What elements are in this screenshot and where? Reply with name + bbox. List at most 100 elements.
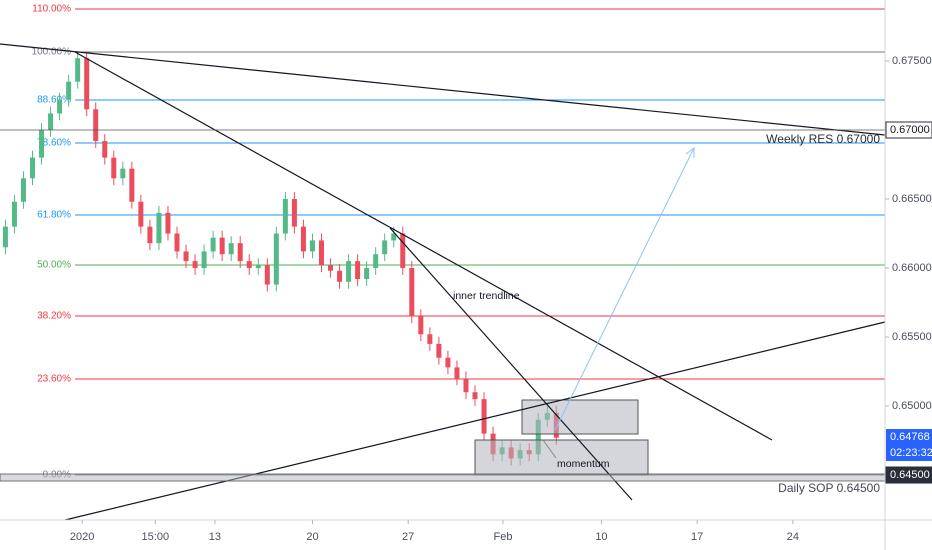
y-tick-label: 0.65000 (892, 400, 932, 412)
annotation: momentum (557, 458, 610, 470)
candle-body (535, 419, 541, 455)
candle-body (309, 240, 315, 252)
x-tick-label: 20 (306, 531, 318, 543)
projection-arrow (554, 147, 695, 431)
candle-body (472, 392, 478, 400)
candle-body (255, 265, 261, 269)
candle-body (418, 316, 424, 335)
axes: 0.67500 0.66500 0.66000 0.65500 0.65000 2020 1… (70, 55, 932, 543)
candle-body (282, 199, 288, 234)
candle-body (102, 141, 108, 158)
trendline (74, 51, 773, 441)
candle-body (2, 226, 8, 248)
level-badge-label: 0.67000 (890, 124, 930, 136)
candle-body (373, 254, 379, 269)
candle-body (228, 243, 234, 255)
y-tick-label: 0.66500 (892, 193, 932, 205)
level-badge (885, 121, 932, 139)
candle-body (30, 157, 36, 179)
annotation: Daily SOP 0.64500 (778, 481, 880, 495)
y-tick-label: 0.65500 (892, 331, 932, 343)
candle-body (156, 212, 162, 244)
candle-body (328, 265, 334, 271)
candle-body (318, 240, 324, 266)
callout-line (542, 439, 557, 459)
countdown-label: 02:23:32 (890, 447, 932, 459)
candle-body (436, 343, 442, 358)
drawings (0, 43, 886, 521)
x-tick-label: 15:00 (142, 531, 170, 543)
candle-body (219, 237, 225, 255)
candle-body (445, 357, 451, 368)
level-badge (885, 466, 932, 484)
fib-label: 23.60% (37, 374, 71, 385)
candle-body (192, 261, 198, 269)
candle-body (129, 168, 135, 202)
level-band (0, 473, 886, 482)
candle-body (11, 201, 17, 227)
x-tick-label: 2020 (70, 531, 94, 543)
candle-body (201, 251, 207, 269)
annotation: inner trendline (453, 290, 520, 302)
candle-body (246, 261, 252, 269)
y-tick-label: 0.66000 (892, 262, 932, 274)
candle-body (66, 81, 72, 100)
candle-body (382, 240, 388, 255)
candle-body (84, 58, 90, 110)
x-tick-label: 13 (209, 531, 221, 543)
annotation: Weekly RES 0.67000 (766, 132, 880, 146)
candle-body (291, 199, 297, 227)
fib-label: 110.00% (32, 4, 71, 15)
y-tick-label: 0.67500 (892, 55, 932, 67)
candle-body (391, 233, 397, 241)
trendline (389, 227, 633, 501)
arrow-head (685, 147, 695, 158)
fib-label: 78.60% (37, 138, 71, 149)
candle-body (20, 178, 26, 202)
candle-body (300, 226, 306, 252)
candles (2, 51, 559, 466)
trendline (0, 43, 886, 136)
zone-box (474, 439, 649, 476)
candle-body (210, 237, 216, 252)
fib-label: 88.60% (37, 95, 71, 106)
candle-body (337, 270, 343, 282)
fib-label: 50.00% (37, 260, 71, 271)
candle-body (138, 201, 144, 227)
trendline (64, 321, 886, 521)
candle-body (346, 261, 352, 282)
candle-body (481, 399, 487, 434)
x-tick-label: 24 (787, 531, 799, 543)
candle-body (364, 268, 370, 280)
fib-label: 38.20% (37, 311, 71, 322)
x-tick-label: 17 (691, 531, 703, 543)
x-tick-label: Feb (494, 531, 513, 543)
last-price-badge (886, 429, 932, 462)
candle-body (165, 212, 171, 234)
candle-body (174, 233, 180, 252)
candle-body (57, 99, 63, 114)
fib-label: 61.80% (37, 210, 71, 221)
candle-body (111, 157, 117, 179)
candle-body (75, 58, 81, 82)
last-price-label: 0.64768 (890, 431, 930, 443)
candle-body (454, 367, 460, 379)
candle-body (147, 226, 153, 244)
candle-body (427, 334, 433, 344)
zone-box (521, 399, 639, 435)
candle-body (183, 251, 189, 262)
candle-body (273, 233, 279, 285)
level-badge-label: 0.64500 (890, 469, 930, 481)
candle-body (48, 113, 54, 130)
candle-body (120, 168, 126, 179)
x-tick-label: 27 (402, 531, 414, 543)
fib-label: 100.00% (32, 47, 72, 58)
candle-body (463, 378, 469, 393)
candle-body (93, 109, 99, 142)
candle-body (39, 130, 45, 158)
candle-body (264, 265, 270, 285)
candle-body (400, 233, 406, 269)
x-tick-label: 10 (595, 531, 607, 543)
candle-body (409, 268, 415, 317)
